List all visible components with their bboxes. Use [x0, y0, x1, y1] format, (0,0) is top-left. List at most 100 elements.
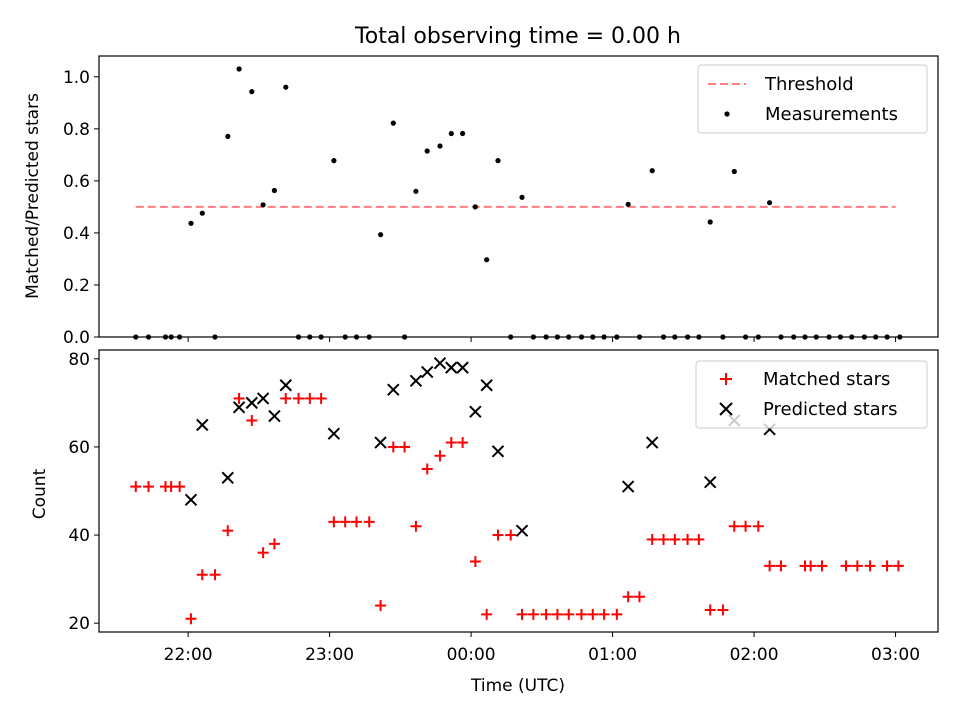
matched-marker	[304, 392, 316, 404]
predicted-marker	[409, 374, 423, 388]
matched-marker	[575, 608, 587, 620]
matched-marker	[481, 608, 493, 620]
matched-marker	[143, 481, 155, 493]
legend-predicted-swatch	[719, 402, 733, 416]
matched-marker	[375, 600, 387, 612]
count-y-axis-label: Count	[30, 468, 50, 519]
predicted-marker	[327, 427, 341, 440]
matched-marker	[257, 547, 269, 559]
matched-marker	[764, 560, 776, 572]
measurement-point	[378, 232, 384, 238]
ratio-y-tick-label: 0.2	[63, 276, 90, 296]
matched-marker	[130, 481, 142, 493]
measurement-point	[731, 168, 737, 175]
matched-marker	[363, 516, 375, 528]
legend-measurements-label: Measurements	[765, 104, 898, 125]
x-tick-label: 02:00	[730, 645, 779, 665]
legend-predicted-label: Predicted stars	[763, 399, 897, 420]
matched-marker	[693, 533, 705, 545]
x-tick-label: 23:00	[305, 645, 354, 665]
matched-marker	[387, 441, 399, 453]
matched-marker	[851, 560, 863, 572]
predicted-marker	[245, 396, 259, 410]
matched-marker	[816, 560, 828, 572]
ratio-y-tick-label: 1.0	[63, 68, 90, 88]
x-tick-label: 22:00	[164, 645, 213, 665]
ratio-panel: 0.0 0.2 0.4 0.6 0.8 1.0 Matched/Predicted sta…	[23, 55, 939, 348]
matched-marker	[185, 613, 197, 625]
count-legend: Matched stars Predicted stars	[695, 360, 928, 429]
matched-marker	[775, 560, 787, 572]
predicted-marker	[621, 480, 635, 493]
ratio-legend: Threshold Measurements	[697, 64, 928, 134]
matched-marker	[682, 533, 694, 545]
matched-marker	[233, 392, 245, 404]
measurement-point	[707, 219, 713, 225]
matched-marker	[492, 529, 504, 541]
measurement-point	[424, 148, 430, 154]
matched-marker	[351, 516, 363, 528]
x-tick-label: 03:00	[871, 645, 920, 665]
measurement-point	[437, 143, 443, 149]
ratio-y-tick-label: 0.4	[63, 224, 90, 244]
matched-marker	[268, 538, 280, 550]
ratio-legend-box	[697, 64, 928, 134]
predicted-marker	[184, 493, 198, 507]
measurement-point	[390, 120, 396, 126]
matched-marker	[527, 608, 539, 620]
measurement-point	[283, 84, 289, 90]
predicted-marker	[279, 379, 292, 392]
matched-marker	[196, 569, 208, 581]
predicted-marker	[480, 379, 493, 392]
ratio-y-tick-label: 0.6	[63, 172, 90, 192]
predicted-marker	[232, 401, 246, 414]
measurement-point	[236, 66, 242, 72]
legend-threshold-label: Threshold	[764, 74, 854, 95]
predicted-marker	[491, 445, 505, 458]
matched-marker	[881, 560, 893, 572]
matched-marker	[752, 520, 764, 532]
count-y-tick-label: 60	[68, 438, 90, 458]
predicted-marker	[421, 365, 434, 379]
measurement-point	[199, 210, 205, 216]
matched-marker	[658, 533, 670, 545]
x-tick-label: 00:00	[447, 645, 496, 665]
matched-marker	[892, 560, 904, 572]
matched-marker	[740, 520, 752, 532]
ratio-plot-frame	[98, 55, 939, 338]
matched-marker	[864, 560, 876, 572]
matched-marker	[457, 437, 469, 449]
count-legend-box	[695, 360, 928, 429]
matched-marker	[434, 450, 446, 462]
count-plot-frame	[98, 349, 939, 633]
matched-marker	[222, 525, 234, 537]
matched-marker	[598, 608, 610, 620]
measurement-point	[460, 130, 466, 137]
matched-marker	[704, 604, 716, 616]
matched-marker	[421, 463, 433, 475]
predicted-marker	[469, 405, 482, 418]
measurement-point	[625, 201, 631, 207]
predicted-marker	[374, 436, 387, 449]
measurement-point	[331, 158, 337, 164]
predicted-marker	[433, 357, 447, 370]
matched-marker	[540, 608, 552, 620]
matched-marker	[209, 569, 221, 581]
legend-matched-swatch	[720, 373, 732, 385]
matched-marker	[840, 560, 852, 572]
predicted-marker	[256, 392, 270, 405]
measurement-point	[495, 158, 501, 164]
matched-marker	[563, 608, 575, 620]
count-y-tick-label: 40	[68, 526, 90, 546]
measurement-point	[260, 202, 266, 208]
measurement-point	[649, 168, 655, 174]
matched-marker	[315, 392, 327, 404]
figure-title: Total observing time = 0.00 h	[354, 24, 681, 49]
predicted-marker	[704, 475, 717, 489]
ratio-y-tick-label: 0.0	[63, 328, 90, 348]
predicted-marker	[456, 361, 469, 374]
count-y-tick-label: 80	[68, 350, 90, 370]
legend-matched-label: Matched stars	[763, 369, 890, 390]
